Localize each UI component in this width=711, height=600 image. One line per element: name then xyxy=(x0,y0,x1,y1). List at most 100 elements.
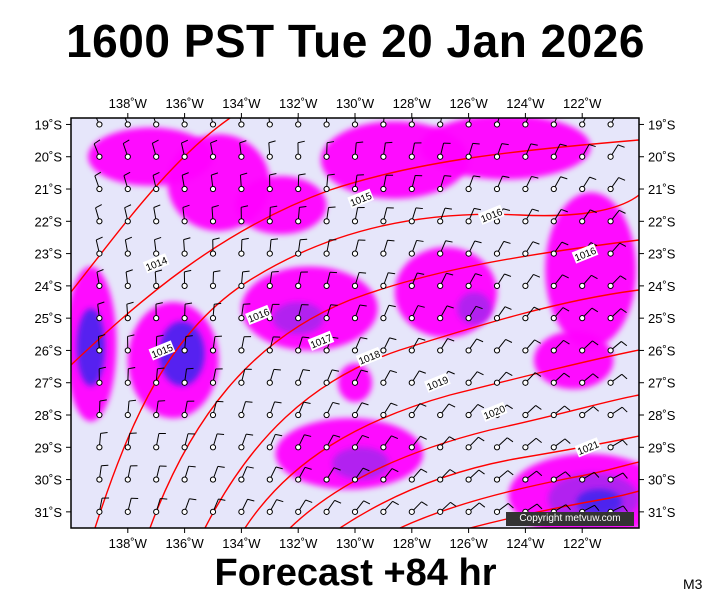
lon-tick-label-bottom: 132˚W xyxy=(279,536,318,551)
lon-tick-label-top: 132˚W xyxy=(279,96,318,111)
wind-barb xyxy=(437,272,454,289)
wind-barb xyxy=(95,236,103,257)
lon-tick-label-bottom: 134˚W xyxy=(222,536,261,551)
wind-barb xyxy=(380,304,396,322)
wind-barb xyxy=(124,118,131,128)
wind-barb xyxy=(153,204,161,225)
wind-barb xyxy=(437,338,455,354)
wind-barb xyxy=(351,206,365,225)
precip-area-16 xyxy=(332,447,390,480)
wind-barb xyxy=(493,503,514,515)
wind-barb xyxy=(351,369,369,386)
wind-barb xyxy=(124,236,133,257)
wind-barb xyxy=(238,172,248,193)
wind-barb xyxy=(465,118,472,128)
lat-tick-label-right: 25˚S xyxy=(648,311,676,326)
wind-barb xyxy=(351,402,369,419)
wind-barb xyxy=(124,269,133,289)
wind-barb xyxy=(607,177,626,193)
wind-barb xyxy=(408,305,425,322)
wind-barb xyxy=(209,237,220,257)
wind-barb xyxy=(209,302,222,322)
wind-barb xyxy=(209,270,221,289)
wind-barb xyxy=(380,468,399,483)
wind-barb xyxy=(323,401,340,419)
isobar-line-7 xyxy=(339,435,639,528)
lat-tick-label-right: 26˚S xyxy=(648,343,676,358)
wind-barb xyxy=(323,369,340,386)
wind-barb xyxy=(295,206,307,225)
wind-barb xyxy=(351,239,366,257)
wind-barb xyxy=(579,373,599,386)
wind-barb xyxy=(351,434,370,451)
wind-barb xyxy=(266,205,278,225)
wind-barb xyxy=(238,270,250,289)
wind-barb xyxy=(579,209,597,225)
model-code: M3 xyxy=(683,576,703,592)
lat-tick-label-right: 28˚S xyxy=(648,408,676,423)
wind-barb xyxy=(522,143,538,160)
wind-barb xyxy=(209,335,222,354)
lon-tick-label-bottom: 138˚W xyxy=(109,536,148,551)
wind-barb xyxy=(607,308,627,322)
wind-barb xyxy=(266,172,277,193)
wind-barb xyxy=(238,303,251,322)
isobar-line-6 xyxy=(289,394,639,528)
wind-barb xyxy=(550,143,567,160)
wind-barb xyxy=(295,173,306,193)
wind-barb xyxy=(579,176,597,193)
lat-tick-label-right: 31˚S xyxy=(648,505,676,520)
wind-barb xyxy=(607,341,628,354)
wind-barb xyxy=(153,367,165,386)
wind-barb xyxy=(408,272,425,289)
wind-barb xyxy=(522,372,542,386)
isobar-line-1 xyxy=(71,139,639,366)
wind-barb xyxy=(181,433,196,451)
wind-barb xyxy=(522,306,541,322)
wind-barb xyxy=(408,501,428,515)
wind-barb xyxy=(295,238,308,257)
wind-barb xyxy=(266,140,276,160)
wind-barb xyxy=(96,334,106,354)
precip-area-11 xyxy=(394,247,497,338)
wind-barb xyxy=(380,207,394,225)
isobar-line-5 xyxy=(244,349,639,528)
wind-barb xyxy=(153,497,168,515)
wind-barb xyxy=(181,335,193,354)
wind-barb xyxy=(323,271,338,289)
wind-barb xyxy=(153,236,162,257)
wind-barb xyxy=(380,337,397,354)
wind-barb xyxy=(351,500,371,515)
wind-barb-layer xyxy=(93,118,628,515)
lon-tick-label-top: 138˚W xyxy=(109,96,148,111)
isobar-line-2 xyxy=(94,194,639,528)
wind-barb xyxy=(579,307,599,322)
wind-barb xyxy=(96,366,107,386)
wind-barb xyxy=(153,269,163,289)
wind-barb xyxy=(607,242,627,257)
wind-barb xyxy=(550,241,569,257)
wind-barb xyxy=(124,204,132,225)
wind-barb xyxy=(209,498,226,515)
wind-barb xyxy=(238,336,252,354)
wind-barb xyxy=(323,239,337,257)
wind-barb xyxy=(323,141,335,160)
wind-barb xyxy=(465,436,485,451)
lat-tick-label-left: 27˚S xyxy=(35,376,63,391)
wind-barb xyxy=(323,173,335,193)
wind-barb xyxy=(124,465,138,483)
lat-tick-label-right: 27˚S xyxy=(648,376,676,391)
wind-barb xyxy=(380,174,394,193)
wind-barb xyxy=(181,172,189,193)
wind-barb xyxy=(493,240,511,257)
wind-barb xyxy=(181,498,197,515)
wind-barb xyxy=(209,118,217,128)
wind-barb xyxy=(181,269,192,289)
lon-tick-label-top: 134˚W xyxy=(222,96,261,111)
lon-tick-label-top: 130˚W xyxy=(336,96,375,111)
isobar-line-3 xyxy=(149,239,639,528)
wind-barb xyxy=(266,336,281,354)
lat-tick-label-right: 30˚S xyxy=(648,473,676,488)
wind-barb xyxy=(607,472,628,483)
wind-barb xyxy=(153,465,167,483)
